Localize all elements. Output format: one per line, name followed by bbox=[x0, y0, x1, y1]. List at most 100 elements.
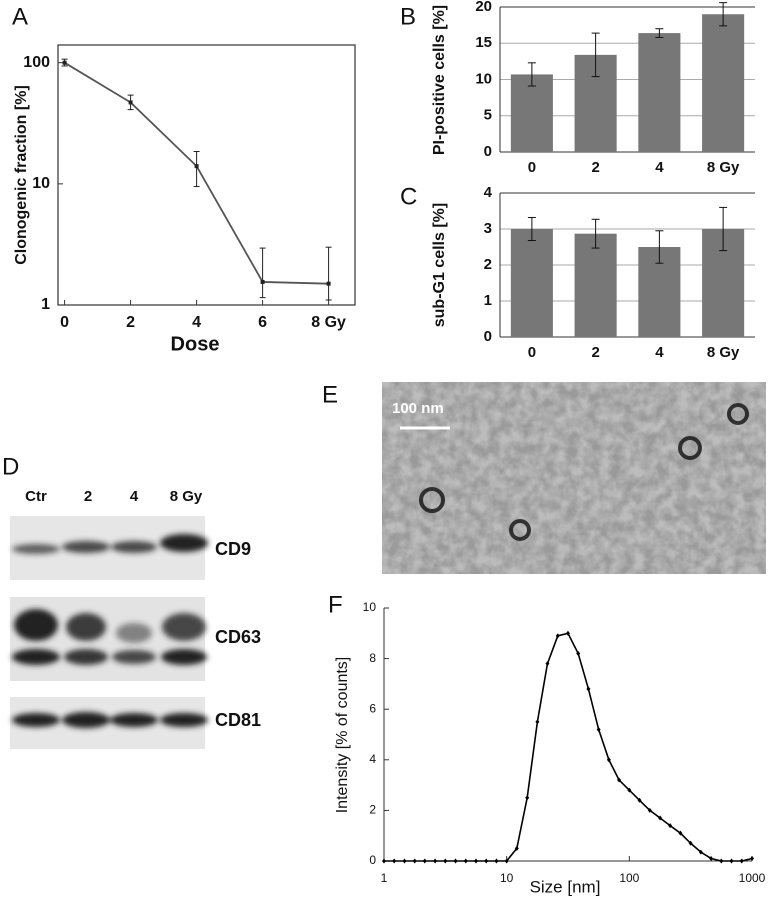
marker-label: CD9 bbox=[215, 539, 251, 559]
point bbox=[194, 164, 199, 169]
point bbox=[382, 858, 386, 864]
error-bar bbox=[655, 28, 664, 38]
point bbox=[596, 726, 601, 732]
lane-label: 4 bbox=[130, 488, 139, 505]
panel-label: E bbox=[322, 381, 338, 408]
y-tick-label: 3 bbox=[484, 220, 492, 237]
chart: B PI-positive cells [%] 0 5 10 15 20 0 2 4 8 Gy bbox=[400, 0, 755, 176]
panel-label: B bbox=[400, 3, 416, 30]
y-tick-label: 8 bbox=[369, 651, 376, 665]
bar bbox=[510, 229, 553, 337]
point bbox=[326, 281, 331, 286]
panel-label: A bbox=[12, 3, 28, 30]
y-tick-label: 100 bbox=[23, 54, 50, 71]
error-bar bbox=[527, 216, 536, 242]
x-tick-label: 0 bbox=[528, 159, 536, 176]
x-tick-label: 4 bbox=[192, 314, 201, 331]
point bbox=[433, 858, 438, 864]
bar bbox=[510, 74, 553, 152]
plot-frame bbox=[57, 44, 356, 306]
point bbox=[647, 807, 652, 813]
point bbox=[525, 795, 530, 801]
x-tick-label: 100 bbox=[619, 871, 639, 885]
point bbox=[422, 858, 427, 864]
point bbox=[719, 858, 724, 864]
y-tick-label: 20 bbox=[475, 0, 492, 15]
point bbox=[494, 858, 499, 864]
point bbox=[739, 858, 744, 864]
lane-label: Ctr bbox=[25, 488, 47, 505]
error-bar bbox=[259, 247, 266, 299]
point bbox=[688, 840, 693, 846]
point bbox=[535, 719, 540, 725]
point bbox=[658, 815, 663, 821]
blot-strips bbox=[10, 516, 208, 749]
point bbox=[443, 858, 448, 864]
vesicles bbox=[419, 403, 749, 541]
point bbox=[627, 787, 632, 793]
y-tick-label: 10 bbox=[32, 175, 50, 192]
lane-labels: Ctr 2 4 8 Gy bbox=[25, 488, 203, 505]
error-bar bbox=[655, 230, 664, 264]
marker-label: CD81 bbox=[215, 710, 261, 730]
point bbox=[545, 661, 550, 667]
panel-label: F bbox=[328, 591, 343, 618]
point bbox=[555, 633, 560, 639]
point bbox=[484, 858, 489, 864]
x-axis-label: Dose bbox=[171, 333, 220, 355]
y-tick-label: 5 bbox=[484, 107, 492, 124]
point bbox=[463, 858, 468, 864]
error-bar bbox=[719, 206, 728, 252]
point bbox=[402, 858, 407, 864]
bands bbox=[12, 534, 208, 728]
point bbox=[514, 845, 519, 851]
x-tick-label: 4 bbox=[655, 159, 664, 176]
y-tick-label: 2 bbox=[369, 803, 376, 817]
x-tick-label: 8 Gy bbox=[707, 344, 740, 361]
y-tick-label: 1 bbox=[41, 296, 50, 313]
y-tick-label: 4 bbox=[369, 752, 376, 766]
panel-label: C bbox=[400, 183, 417, 210]
x-tick-label: 2 bbox=[591, 344, 599, 361]
y-tick-label: 0 bbox=[484, 328, 492, 345]
error-bar bbox=[193, 150, 200, 188]
point bbox=[260, 279, 265, 284]
y-tick-label: 10 bbox=[475, 70, 492, 87]
point bbox=[412, 858, 417, 864]
bar bbox=[574, 233, 617, 337]
point bbox=[576, 651, 581, 657]
point bbox=[453, 858, 458, 864]
chart: A Clonogenic fraction [%] Dose 1 10 100 0 2 4 6 8 … bbox=[12, 3, 356, 355]
lane-label: 8 Gy bbox=[170, 488, 203, 505]
point bbox=[729, 858, 734, 864]
x-tick-label: 2 bbox=[126, 314, 135, 331]
panel-label: D bbox=[2, 453, 19, 480]
point bbox=[678, 830, 683, 836]
error-bar bbox=[527, 62, 536, 87]
point bbox=[668, 823, 673, 829]
error-bar bbox=[719, 2, 728, 27]
point bbox=[617, 777, 622, 783]
micrograph: 100 nm bbox=[382, 382, 766, 574]
error-bar bbox=[591, 218, 600, 249]
error-bar bbox=[591, 32, 600, 78]
x-tick-label: 6 bbox=[258, 314, 267, 331]
y-axis-label: sub-G1 cells [%] bbox=[431, 203, 448, 327]
point bbox=[750, 855, 754, 861]
y-axis-label: Intensity [% of counts] bbox=[334, 657, 351, 814]
bar bbox=[702, 14, 745, 152]
y-tick-label: 6 bbox=[369, 701, 376, 715]
micrograph-texture bbox=[382, 382, 766, 574]
point bbox=[473, 858, 478, 864]
x-tick-label: 8 Gy bbox=[707, 159, 740, 176]
y-axis-label: Clonogenic fraction [%] bbox=[13, 85, 30, 265]
y-tick-label: 0 bbox=[484, 143, 492, 160]
y-tick-label: 10 bbox=[363, 600, 377, 614]
x-tick-label: 4 bbox=[655, 344, 664, 361]
scale-bar-label: 100 nm bbox=[392, 400, 444, 417]
bar bbox=[638, 33, 681, 152]
point bbox=[698, 849, 703, 855]
chart: F Intensity [% of counts] Size [nm] 0 2 4 6 8 10… bbox=[328, 591, 766, 896]
